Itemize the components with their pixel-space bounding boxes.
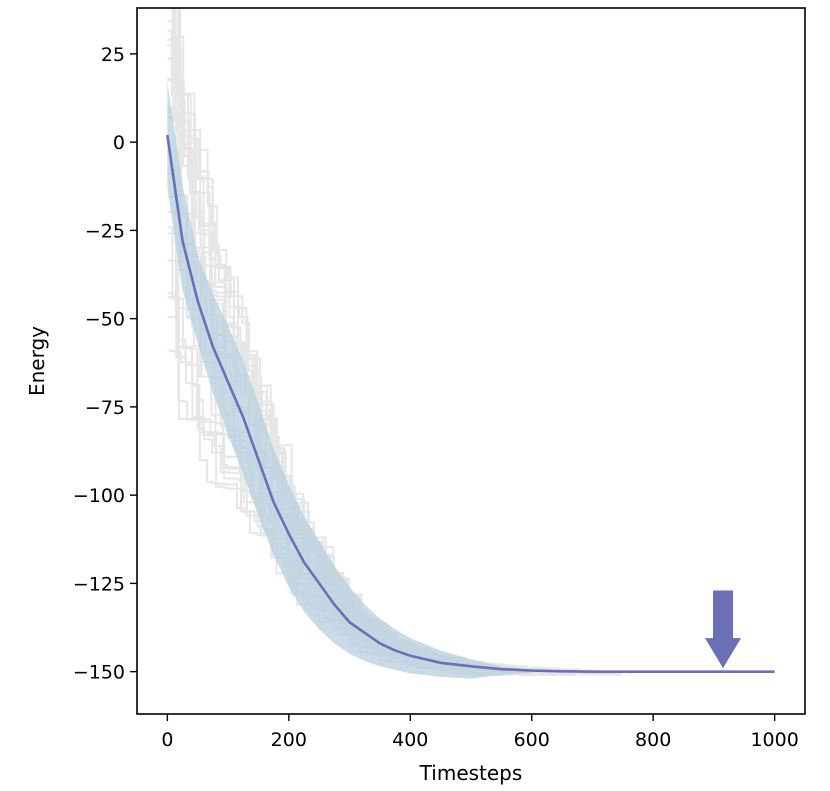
y-tick-label: −150	[73, 662, 125, 684]
x-tick-label: 1000	[750, 729, 798, 751]
std-band	[167, 82, 532, 679]
y-tick-label: −100	[73, 485, 125, 507]
x-axis-label: Timesteps	[419, 761, 523, 785]
x-tick-label: 0	[161, 729, 173, 751]
y-tick-label: 25	[101, 44, 125, 66]
y-axis-ticks: 25 0 −25 −50 −75 −100 −125 −150	[73, 44, 137, 684]
y-axis-label: Energy	[25, 326, 49, 396]
x-tick-label: 400	[392, 729, 428, 751]
individual-runs	[167, 8, 631, 677]
plot-frame	[136, 7, 806, 715]
x-tick-label: 200	[271, 729, 307, 751]
y-tick-label: −125	[73, 573, 125, 595]
y-tick-label: 0	[113, 132, 125, 154]
x-tick-label: 600	[514, 729, 550, 751]
convergence-arrow-icon	[705, 590, 742, 669]
run-trace	[167, 232, 574, 677]
mean-energy-line	[166, 134, 775, 673]
y-tick-label: −50	[85, 309, 125, 331]
x-axis-ticks: 0 200 400 600 800 1000	[161, 714, 799, 751]
x-tick-label: 800	[635, 729, 671, 751]
y-tick-label: −25	[85, 220, 125, 242]
y-tick-label: −75	[85, 397, 125, 419]
